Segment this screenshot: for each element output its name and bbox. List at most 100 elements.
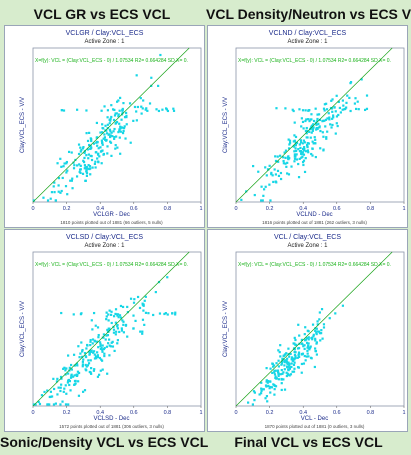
data-point (100, 359, 104, 362)
data-point (120, 327, 123, 330)
data-point (97, 161, 100, 164)
data-point (141, 332, 144, 335)
chart-panel-final-vcl: VCL / Clay:VCL_ECS Active Zone : 1 0 0.2 0.4… (207, 229, 408, 432)
outlier-point (174, 313, 177, 316)
data-point (306, 149, 309, 152)
data-point (279, 171, 283, 175)
data-point (52, 185, 55, 188)
data-point (316, 117, 319, 121)
x-tick-label: 0.2 (63, 206, 71, 212)
data-point (276, 169, 280, 173)
data-point (52, 377, 55, 380)
data-point (60, 189, 63, 193)
data-point (282, 371, 285, 374)
data-point (293, 153, 296, 156)
data-point (113, 114, 117, 117)
data-point (106, 328, 109, 332)
data-point (298, 355, 301, 358)
data-point (115, 135, 118, 138)
x-tick-label: 0.4 (96, 206, 104, 212)
data-point (125, 123, 128, 126)
data-point (89, 343, 92, 347)
data-point (105, 139, 108, 142)
data-point (121, 131, 125, 135)
data-point (116, 327, 120, 330)
outlier-point (117, 313, 120, 316)
data-point (304, 359, 307, 362)
data-point (319, 339, 322, 342)
data-point (311, 129, 314, 133)
outlier-point (341, 108, 344, 111)
data-point (323, 119, 326, 122)
data-point (269, 380, 272, 383)
data-point (284, 162, 287, 165)
data-point (78, 170, 81, 174)
data-point (120, 329, 124, 332)
data-point (101, 350, 104, 353)
data-point (101, 123, 104, 126)
data-point (283, 151, 286, 154)
data-point (69, 389, 72, 392)
data-point (124, 137, 127, 140)
data-point (269, 391, 272, 394)
x-tick-label: 1 (199, 206, 202, 212)
data-point (316, 113, 319, 116)
data-point (270, 173, 273, 176)
data-point (67, 372, 70, 375)
data-point (273, 369, 276, 372)
data-point (106, 116, 109, 119)
data-point (80, 341, 83, 344)
outlier-point (161, 108, 164, 111)
data-point (108, 329, 111, 332)
data-point (89, 359, 92, 362)
data-point (57, 190, 60, 193)
data-point (306, 346, 309, 349)
data-point (85, 132, 88, 135)
data-point (117, 113, 120, 116)
data-point (109, 119, 112, 122)
y-axis-label: Clay:VCL_ECS - V/V (20, 300, 26, 357)
data-point (304, 338, 308, 341)
data-point (278, 351, 281, 354)
data-point (110, 310, 113, 313)
data-point (330, 126, 333, 129)
data-point (144, 295, 147, 298)
data-point (287, 361, 290, 364)
data-point (271, 365, 275, 368)
data-point (280, 388, 283, 392)
data-point (94, 355, 98, 358)
data-point (56, 393, 59, 396)
data-point (312, 123, 315, 126)
data-point (119, 125, 122, 128)
y-axis-label: Clay:VCL_ECS - V/V (223, 96, 229, 153)
data-point (297, 323, 300, 326)
data-point (313, 136, 316, 139)
data-point (73, 374, 76, 377)
data-point (303, 147, 306, 151)
data-point (79, 352, 82, 355)
data-point (65, 160, 69, 164)
data-point (101, 368, 104, 371)
data-point (90, 319, 93, 322)
data-point (274, 369, 277, 372)
data-point (112, 315, 116, 318)
data-point (315, 127, 318, 130)
data-point (320, 329, 323, 332)
data-point (289, 141, 292, 144)
data-point (96, 375, 100, 378)
data-point (314, 327, 317, 330)
data-point (277, 359, 280, 362)
data-point (302, 153, 306, 156)
data-point (293, 353, 297, 357)
data-point (59, 386, 62, 389)
data-point (112, 328, 116, 331)
data-point (297, 176, 301, 179)
data-point (111, 345, 115, 348)
data-point (305, 118, 308, 121)
data-point (49, 197, 52, 200)
data-point (280, 368, 283, 372)
data-point (335, 94, 338, 97)
data-point (76, 164, 79, 167)
data-point (295, 158, 299, 161)
data-point (135, 110, 138, 113)
